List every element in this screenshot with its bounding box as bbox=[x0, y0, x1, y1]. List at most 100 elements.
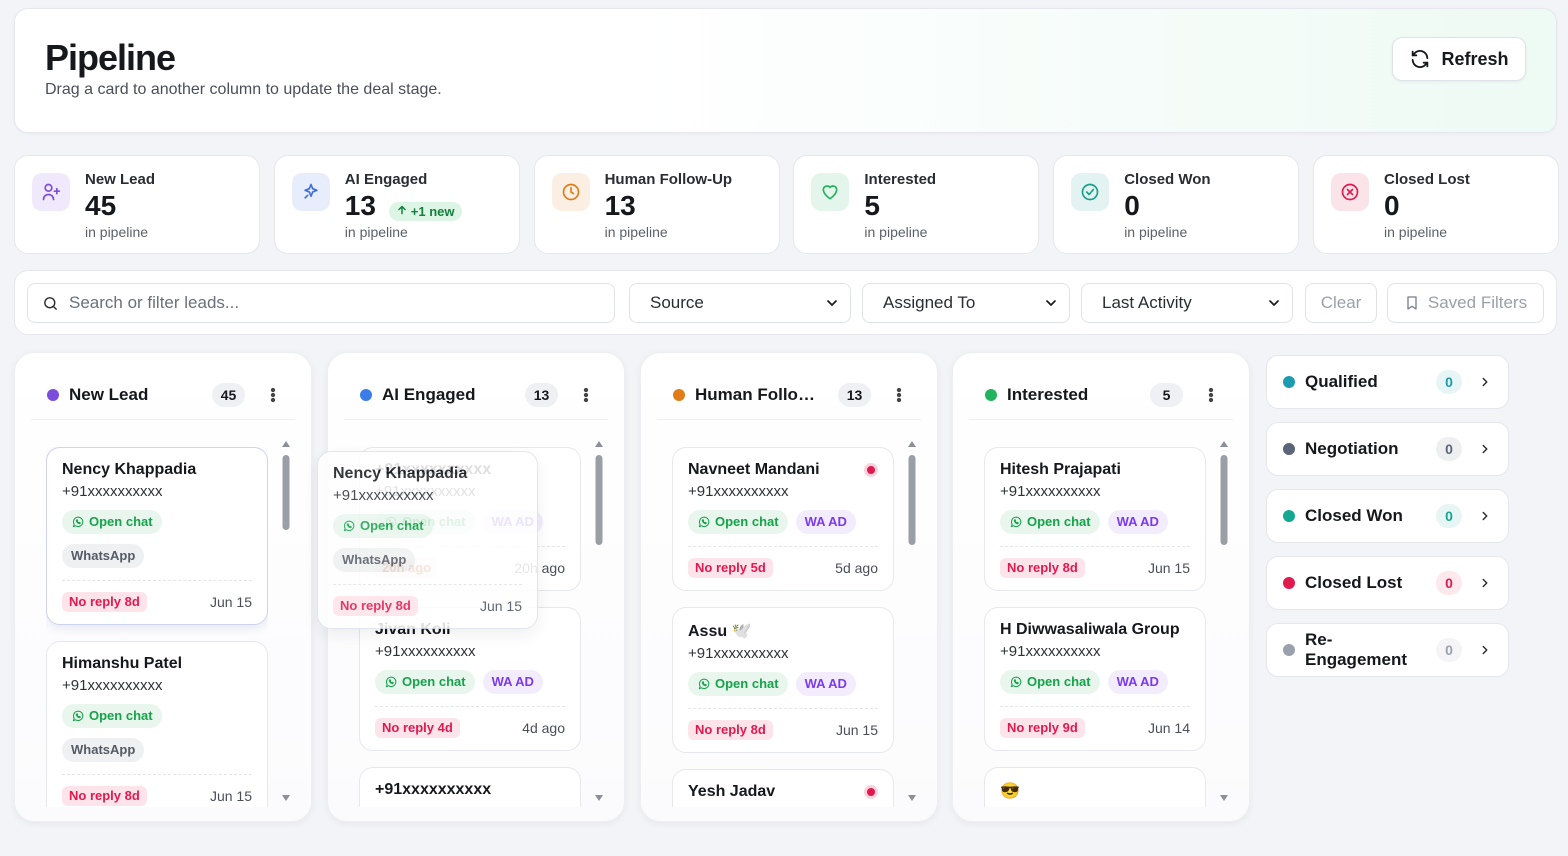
status-badge: No reply 4d bbox=[375, 718, 460, 738]
scroll-part bbox=[282, 795, 290, 801]
lead-card[interactable]: Hitesh Prajapati +91xxxxxxxxxx Open chat WA… bbox=[984, 447, 1206, 591]
stat-label: Interested bbox=[864, 171, 937, 188]
lead-card[interactable]: 😎 bbox=[984, 767, 1206, 807]
icon bbox=[583, 387, 589, 403]
filter-select[interactable]: Assigned To bbox=[862, 283, 1070, 323]
stat-note: in pipeline bbox=[1384, 224, 1448, 240]
tag-row: WhatsApp bbox=[333, 548, 522, 572]
collapsed-stage[interactable]: Closed Won 0 bbox=[1266, 489, 1509, 543]
icon bbox=[908, 441, 916, 801]
icon-path bbox=[1341, 183, 1359, 201]
lead-name-text: Navneet Mandani bbox=[688, 461, 820, 478]
menu-dot bbox=[270, 392, 276, 398]
column-menu[interactable] bbox=[576, 385, 589, 405]
lead-card[interactable]: +91xxxxxxxxxx bbox=[359, 767, 581, 807]
icon bbox=[1412, 50, 1429, 68]
tag: WA AD bbox=[1107, 510, 1168, 534]
select-label: Last Activity bbox=[1102, 293, 1192, 312]
column-count: 13 bbox=[525, 383, 558, 407]
icon-path bbox=[1013, 679, 1019, 685]
stat-icon bbox=[32, 173, 70, 211]
lead-card[interactable]: H Diwwasaliwala Group +91xxxxxxxxxx Open c… bbox=[984, 607, 1206, 751]
clear-button[interactable]: Clear bbox=[1305, 283, 1377, 323]
tag-text: Open chat bbox=[89, 708, 153, 723]
menu-dot bbox=[896, 392, 902, 398]
column-divider bbox=[344, 419, 608, 420]
lead-card[interactable]: Navneet Mandani +91xxxxxxxxxx Open chat WA … bbox=[672, 447, 894, 591]
icon bbox=[385, 676, 397, 688]
saved-filters-button[interactable]: Saved Filters bbox=[1387, 283, 1544, 323]
lead-card[interactable]: Assu 🕊️ +91xxxxxxxxxx Open chat WA AD No rep… bbox=[672, 607, 894, 753]
icon-path bbox=[1412, 59, 1429, 68]
lead-card[interactable]: Yesh Jadav bbox=[672, 769, 894, 807]
tag: WhatsApp bbox=[333, 548, 416, 572]
stat-card: Human Follow-Up 13 in pipeline bbox=[533, 155, 780, 254]
stage-name: Negotiation bbox=[1305, 439, 1399, 458]
lead-card[interactable]: Jivan Koli +91xxxxxxxxxx Open chat WA AD No … bbox=[359, 607, 581, 751]
tag-row: WhatsApp bbox=[62, 738, 252, 762]
stat-label: New Lead bbox=[85, 171, 156, 188]
lead-name-text: Hitesh Prajapati bbox=[1000, 461, 1121, 478]
tag: WA AD bbox=[1107, 670, 1168, 694]
scroll-part bbox=[595, 795, 603, 801]
tag-text: Open chat bbox=[1027, 674, 1091, 689]
lead-card[interactable]: Nency Khappadia +91xxxxxxxxxx Open chat Wha… bbox=[317, 451, 538, 629]
icon bbox=[1482, 645, 1488, 655]
scrollbar bbox=[1217, 439, 1231, 809]
lead-name: Hitesh Prajapati bbox=[1000, 461, 1190, 479]
stat-card: Interested 5 in pipeline bbox=[793, 155, 1040, 254]
stat-card: Closed Lost 0 in pipeline bbox=[1313, 155, 1559, 254]
card-divider bbox=[688, 708, 878, 709]
collapsed-stage[interactable]: Qualified 0 bbox=[1266, 355, 1509, 409]
stat-badge-text: +1 new bbox=[410, 204, 455, 219]
column-menu[interactable] bbox=[263, 385, 276, 405]
collapsed-stage[interactable]: Re-Engagement 0 bbox=[1266, 623, 1509, 677]
last-activity: Jun 15 bbox=[209, 788, 252, 804]
lead-card[interactable]: Himanshu Patel +91xxxxxxxxxx Open chat What… bbox=[46, 641, 268, 807]
tag-text: WhatsApp bbox=[342, 552, 407, 567]
lead-name: 😎 bbox=[1000, 781, 1190, 801]
icon-path bbox=[1482, 578, 1488, 588]
saved-label: Saved Filters bbox=[1427, 293, 1528, 312]
icon bbox=[1269, 300, 1279, 306]
lead-name-text: +91xxxxxxxxxx bbox=[375, 781, 492, 798]
menu-dot bbox=[1208, 397, 1214, 403]
card-footer: No reply 9d Jun 14 bbox=[1000, 707, 1190, 750]
lead-card[interactable]: Nency Khappadia +91xxxxxxxxxx Open chat Wha… bbox=[46, 447, 268, 625]
scroll-part bbox=[1220, 795, 1228, 801]
last-activity: Jun 15 bbox=[1147, 560, 1190, 576]
menu-dot bbox=[583, 392, 589, 398]
lead-name: Navneet Mandani bbox=[688, 461, 878, 479]
tag-row: Open chat WA AD bbox=[1000, 510, 1190, 534]
card-divider bbox=[1000, 546, 1190, 547]
search-input[interactable]: Search or filter leads... bbox=[27, 283, 615, 323]
collapsed-stage[interactable]: Closed Lost 0 bbox=[1266, 556, 1509, 610]
column-count: 45 bbox=[212, 383, 245, 407]
stat-card: AI Engaged 13 +1 new in pipeline bbox=[273, 155, 520, 254]
filter-bar: Search or filter leads... Source Assigned … bbox=[14, 270, 1557, 335]
scroll-part bbox=[908, 441, 916, 447]
filter-select[interactable]: Source bbox=[629, 283, 851, 323]
tag-row: Open chat WA AD bbox=[688, 672, 878, 696]
tag-row: Open chat bbox=[62, 510, 252, 534]
column-body: Nency Khappadia +91xxxxxxxxxx Open chat Wha… bbox=[46, 447, 268, 807]
icon-path bbox=[822, 185, 838, 200]
tag-text: Open chat bbox=[89, 514, 153, 529]
search-placeholder: Search or filter leads... bbox=[69, 293, 240, 312]
collapsed-stage[interactable]: Negotiation 0 bbox=[1266, 422, 1509, 476]
page-subtitle: Drag a card to another column to update … bbox=[45, 81, 442, 98]
filter-select[interactable]: Last Activity bbox=[1081, 283, 1293, 323]
column-menu[interactable] bbox=[1201, 385, 1214, 405]
menu-dot bbox=[270, 387, 276, 393]
icon-path bbox=[75, 713, 81, 719]
stat-card: Closed Won 0 in pipeline bbox=[1053, 155, 1300, 254]
stat-label: Closed Won bbox=[1124, 171, 1211, 188]
lead-name: Assu 🕊️ bbox=[688, 621, 878, 641]
column-menu[interactable] bbox=[889, 385, 902, 405]
column-dot bbox=[47, 389, 59, 401]
lead-phone: +91xxxxxxxxxx bbox=[1000, 643, 1101, 660]
refresh-button[interactable]: Refresh bbox=[1392, 37, 1526, 81]
column-dot bbox=[360, 389, 372, 401]
lead-name-text: Nency Khappadia bbox=[333, 465, 468, 482]
